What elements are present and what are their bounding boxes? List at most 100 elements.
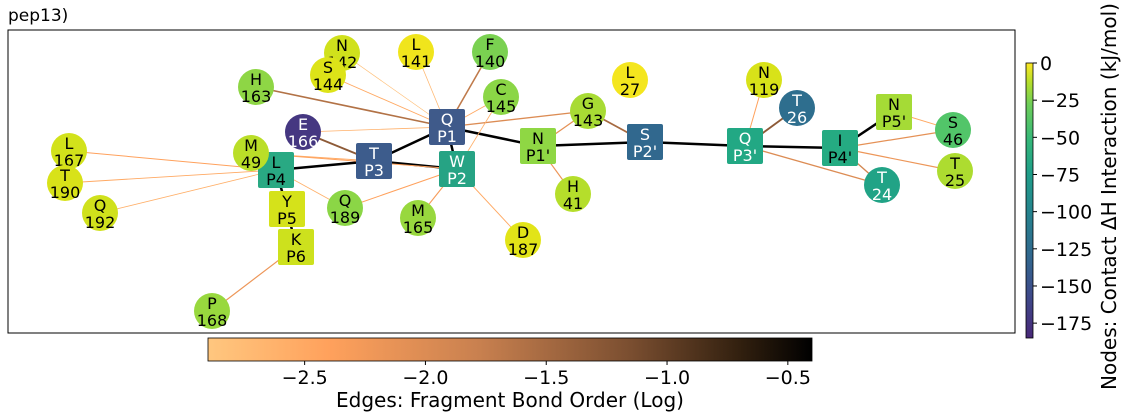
node-colorbar: 0 −25 −50 −75 −100 −125 −150 −175 Nodes: Contac… xyxy=(1025,3,1121,390)
contact-edge xyxy=(64,169,277,184)
node-marker xyxy=(483,79,519,115)
contact-edge xyxy=(839,129,954,149)
node-residue-index: 168 xyxy=(197,311,228,330)
node-marker xyxy=(194,293,230,329)
node-marker xyxy=(269,191,305,227)
node-residue-index: 49 xyxy=(241,153,261,172)
node-residue-index: 192 xyxy=(85,213,116,232)
node-marker xyxy=(82,195,118,231)
node-marker xyxy=(285,114,321,150)
node-residue-letter: Q xyxy=(739,129,752,148)
node-residue-index: 25 xyxy=(945,171,965,190)
node-residue-index: P1' xyxy=(526,146,550,165)
node-residue-letter: Y xyxy=(281,192,292,211)
peptide-residue-node: TP3 xyxy=(356,143,392,180)
node-colorbar-tick-label: −75 xyxy=(1040,164,1080,186)
node-marker xyxy=(356,143,392,179)
protein-residue-node: S46 xyxy=(935,112,971,149)
node-residue-index: 41 xyxy=(563,194,583,213)
node-marker xyxy=(779,90,815,126)
node-residue-index: 167 xyxy=(54,151,85,170)
peptide-residue-node: IP4' xyxy=(822,130,858,167)
node-marker xyxy=(278,229,314,265)
node-marker xyxy=(746,62,782,98)
node-residue-index: 141 xyxy=(401,52,432,71)
node-colorbar-tick-label: 0 xyxy=(1040,53,1052,75)
peptide-residue-node: SP2' xyxy=(627,124,663,161)
node-colorbar-tick-label: −150 xyxy=(1040,276,1092,298)
contact-edge xyxy=(302,126,448,133)
peptide-residue-node: KP6 xyxy=(278,229,314,266)
node-residue-letter: T xyxy=(59,166,70,185)
node-residue-letter: L xyxy=(412,35,421,54)
node-residue-index: 163 xyxy=(241,87,272,106)
protein-residue-node: H41 xyxy=(555,176,591,213)
node-colorbar-tick-label: −175 xyxy=(1040,313,1092,335)
node-residue-index: P5' xyxy=(882,112,906,131)
contact-edge xyxy=(744,145,883,186)
protein-residue-node: T24 xyxy=(864,167,900,204)
node-marker xyxy=(400,200,436,236)
edge-colorbar-tick-label: −1.5 xyxy=(523,367,569,389)
node-colorbar-tick-label: −100 xyxy=(1040,202,1092,224)
node-marker xyxy=(937,153,973,189)
node-marker xyxy=(727,128,763,164)
node-residue-letter: F xyxy=(485,35,494,54)
node-residue-index: 144 xyxy=(313,75,344,94)
node-colorbar-ticks: 0 −25 −50 −75 −100 −125 −150 −175 xyxy=(1033,53,1092,335)
node-residue-letter: T xyxy=(949,154,960,173)
node-residue-letter: H xyxy=(250,70,262,89)
node-marker xyxy=(627,124,663,160)
peptide-residue-node: NP5' xyxy=(876,94,912,131)
edge-colorbar-tick-label: −2.0 xyxy=(402,367,448,389)
node-residue-index: 143 xyxy=(573,111,604,130)
node-residue-letter: G xyxy=(582,94,594,113)
edge-colorbar-tick-label: −2.5 xyxy=(282,367,328,389)
node-marker xyxy=(429,109,465,145)
node-residue-index: 189 xyxy=(330,208,361,227)
node-residue-letter: H xyxy=(567,177,579,196)
contact-edge xyxy=(344,168,458,209)
node-marker xyxy=(612,62,648,98)
node-marker xyxy=(864,167,900,203)
node-marker xyxy=(505,222,541,258)
node-residue-letter: N xyxy=(336,36,348,55)
node-residue-letter: T xyxy=(876,168,887,187)
protein-residue-node: T26 xyxy=(779,90,815,127)
node-residue-letter: E xyxy=(298,115,308,134)
node-residue-letter: S xyxy=(640,125,650,144)
peptide-residue-node: YP5 xyxy=(269,191,305,228)
edge-colorbar-title: Edges: Fragment Bond Order (Log) xyxy=(336,388,684,412)
node-marker xyxy=(555,176,591,212)
node-residue-letter: P xyxy=(207,294,217,313)
edge-colorbar-gradient xyxy=(207,337,813,362)
node-marker xyxy=(935,112,971,148)
node-colorbar-tick-label: −125 xyxy=(1040,239,1092,261)
contact-edge xyxy=(99,169,277,214)
node-marker xyxy=(310,57,346,93)
protein-residue-node: L27 xyxy=(612,62,648,99)
edge-colorbar-tick-label: −0.5 xyxy=(765,367,811,389)
node-residue-index: 140 xyxy=(475,52,506,71)
node-residue-letter: T xyxy=(368,144,379,163)
peptide-residue-node: QP3' xyxy=(727,128,763,165)
node-marker xyxy=(51,133,87,169)
peptide-residue-node: QP1 xyxy=(429,109,465,146)
node-residue-letter: Q xyxy=(339,191,352,210)
node-residue-letter: T xyxy=(791,91,802,110)
node-residue-index: 26 xyxy=(787,108,807,127)
edge-colorbar-ticks: −2.5 −2.0 −1.5 −1.0 −0.5 xyxy=(282,361,811,389)
node-residue-index: P2 xyxy=(447,169,467,188)
node-residue-index: 190 xyxy=(50,183,81,202)
panel-label: pep13) xyxy=(8,6,69,26)
